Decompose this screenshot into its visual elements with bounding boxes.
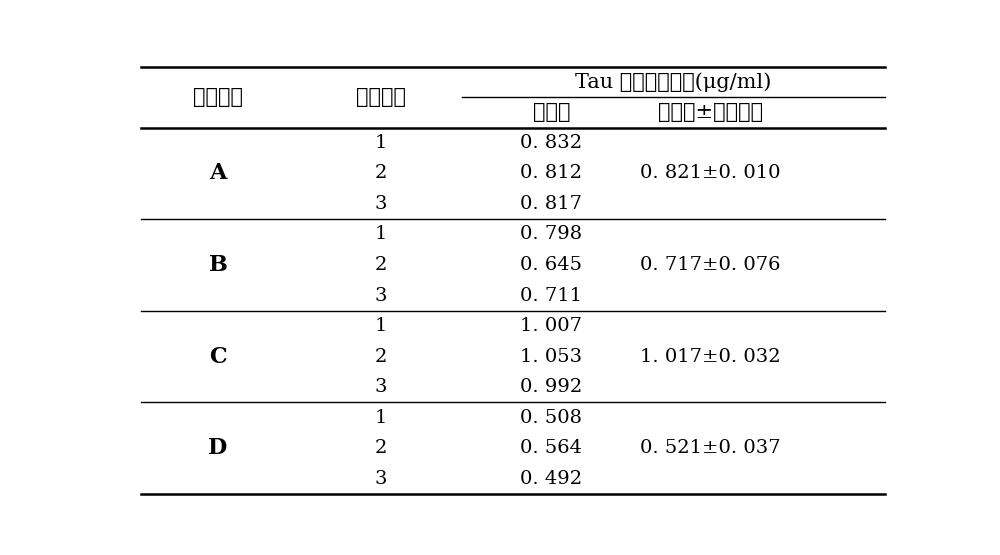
- Text: 1: 1: [375, 317, 387, 335]
- Text: 3: 3: [374, 470, 387, 488]
- Text: 1. 017±0. 032: 1. 017±0. 032: [640, 347, 780, 366]
- Text: 0. 521±0. 037: 0. 521±0. 037: [640, 439, 780, 457]
- Text: 测定值: 测定值: [532, 103, 570, 122]
- Text: 2: 2: [375, 439, 387, 457]
- Text: 0. 832: 0. 832: [520, 134, 582, 152]
- Text: 2: 2: [375, 347, 387, 366]
- Text: 3: 3: [374, 378, 387, 396]
- Text: 3: 3: [374, 195, 387, 213]
- Text: 2: 2: [375, 256, 387, 274]
- Text: 2: 2: [375, 164, 387, 183]
- Text: Tau 蛋白抗体浓度(μg/ml): Tau 蛋白抗体浓度(μg/ml): [575, 72, 772, 92]
- Text: 0. 645: 0. 645: [520, 256, 582, 274]
- Text: 平均值±标准方差: 平均值±标准方差: [658, 103, 763, 122]
- Text: 1. 053: 1. 053: [520, 347, 582, 366]
- Text: 样品编号: 样品编号: [193, 88, 243, 107]
- Text: 0. 798: 0. 798: [520, 225, 582, 244]
- Text: 0. 817: 0. 817: [520, 195, 582, 213]
- Text: B: B: [209, 254, 227, 276]
- Text: A: A: [209, 163, 227, 184]
- Text: 0. 812: 0. 812: [520, 164, 582, 183]
- Text: 1: 1: [375, 134, 387, 152]
- Text: 1. 007: 1. 007: [520, 317, 582, 335]
- Text: 0. 508: 0. 508: [520, 408, 582, 427]
- Text: 1: 1: [375, 408, 387, 427]
- Text: 0. 492: 0. 492: [520, 470, 582, 488]
- Text: D: D: [208, 437, 228, 459]
- Text: 0. 992: 0. 992: [520, 378, 582, 396]
- Text: 1: 1: [375, 225, 387, 244]
- Text: 0. 821±0. 010: 0. 821±0. 010: [640, 164, 780, 183]
- Text: 测定次数: 测定次数: [356, 88, 406, 107]
- Text: 0. 564: 0. 564: [520, 439, 582, 457]
- Text: C: C: [209, 346, 227, 367]
- Text: 0. 717±0. 076: 0. 717±0. 076: [640, 256, 780, 274]
- Text: 0. 711: 0. 711: [520, 286, 582, 305]
- Text: 3: 3: [374, 286, 387, 305]
